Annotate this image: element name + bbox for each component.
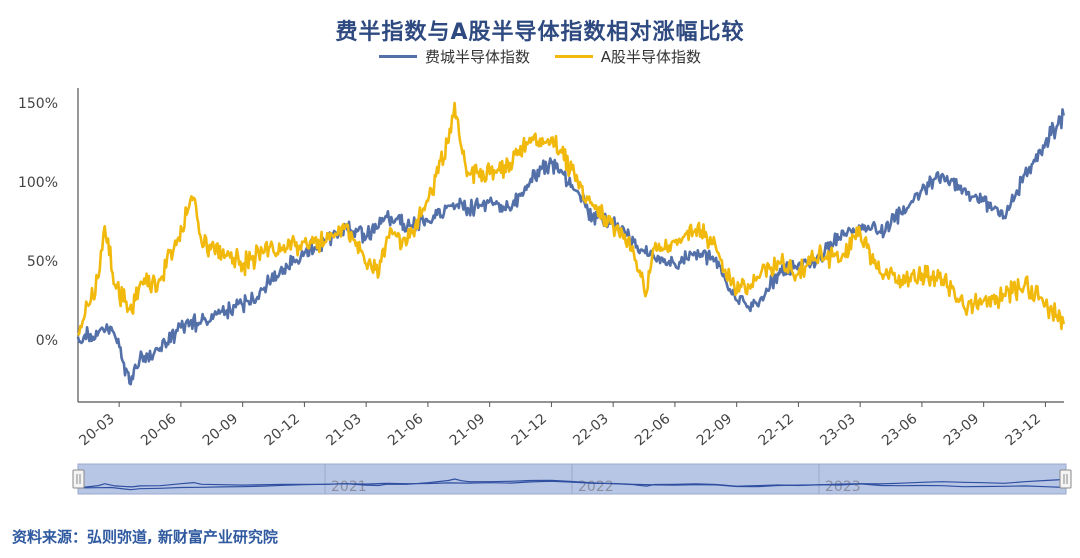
x-tick-label: 22-09 (694, 411, 735, 449)
x-tick-label: 20-12 (262, 411, 303, 449)
x-tick-label: 20-06 (138, 411, 180, 449)
legend-swatch-sox (378, 55, 417, 58)
navigator-year-label: 2022 (578, 479, 614, 495)
x-tick-label: 23-12 (1003, 411, 1044, 449)
legend-item-ashare[interactable]: A股半导体指数 (554, 46, 702, 67)
x-tick-label: 23-06 (879, 411, 921, 449)
x-tick-label: 22-03 (570, 411, 611, 449)
x-tick-label: 22-12 (756, 411, 797, 449)
x-tick-label: 21-12 (509, 411, 550, 449)
legend-label-sox: 费城半导体指数 (424, 48, 530, 66)
x-tick-label: 21-09 (447, 411, 488, 449)
series-line-sox (76, 108, 1065, 386)
x-tick-label: 23-09 (941, 411, 982, 449)
legend-item-sox[interactable]: 费城半导体指数 (378, 46, 530, 67)
x-tick-label: 23-03 (817, 411, 858, 449)
navigator-year-label: 2023 (825, 479, 861, 495)
range-handle-right[interactable] (1059, 469, 1072, 489)
navigator-year-label: 2021 (331, 479, 367, 495)
x-tick-label: 22-06 (632, 411, 674, 449)
x-tick-label: 21-03 (323, 411, 364, 449)
y-tick-label: 100% (18, 175, 58, 191)
x-tick-label: 20-03 (76, 411, 117, 449)
navigator-line-sox (77, 478, 1064, 491)
y-tick-label: 0% (36, 333, 58, 349)
x-tick-label: 21-06 (385, 411, 427, 449)
legend-swatch-ashare (554, 55, 593, 58)
y-tick-label: 150% (18, 96, 58, 112)
chart-title: 费半指数与A股半导体指数相对涨幅比较 (335, 20, 745, 45)
legend-label-ashare: A股半导体指数 (600, 48, 702, 66)
x-tick-label: 20-09 (200, 411, 241, 449)
navigator-line-ashare (77, 478, 1064, 489)
y-tick-label: 50% (27, 254, 58, 270)
series-line-ashare (76, 101, 1065, 337)
legend: 费城半导体指数 A股半导体指数 (0, 44, 1080, 67)
source-footer: 资料来源：弘则弥道, 新财富产业研究院 (12, 528, 278, 546)
range-handle-left[interactable] (72, 469, 85, 489)
